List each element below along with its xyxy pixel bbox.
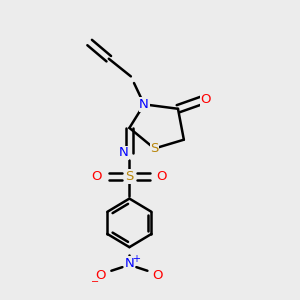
Text: −: − bbox=[92, 277, 100, 287]
Text: N: N bbox=[139, 98, 149, 111]
Text: N: N bbox=[124, 257, 134, 270]
Text: O: O bbox=[201, 93, 211, 106]
Text: S: S bbox=[150, 142, 159, 155]
Text: O: O bbox=[92, 170, 102, 183]
Text: +: + bbox=[132, 254, 140, 264]
Text: S: S bbox=[125, 170, 134, 183]
Text: O: O bbox=[153, 269, 163, 282]
Text: O: O bbox=[96, 269, 106, 282]
Text: N: N bbox=[118, 146, 128, 159]
Text: O: O bbox=[157, 170, 167, 183]
